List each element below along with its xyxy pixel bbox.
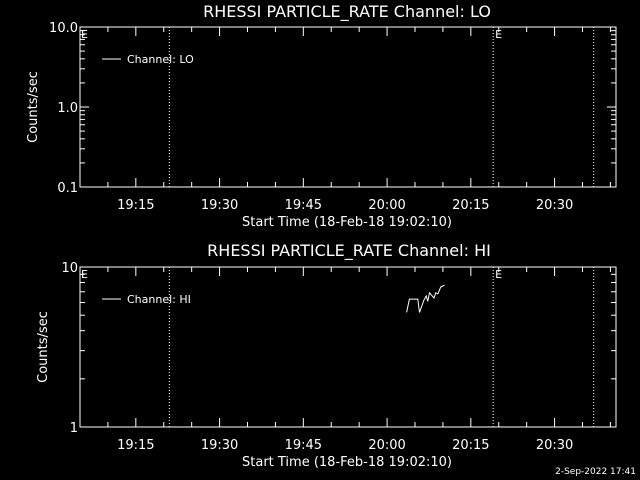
legend-label: Channel: HI bbox=[127, 293, 191, 306]
x-tick-label: 20:15 bbox=[452, 438, 489, 453]
x-tick-label: 20:15 bbox=[452, 198, 489, 213]
x-tick-label: 20:00 bbox=[368, 438, 405, 453]
y-tick-label: 0.1 bbox=[57, 181, 78, 196]
event-marker-label: E bbox=[81, 28, 88, 41]
timestamp: 2-Sep-2022 17:41 bbox=[555, 467, 636, 477]
event-marker-label: E bbox=[81, 268, 88, 281]
event-marker-label: E bbox=[495, 28, 502, 41]
plot-frame bbox=[79, 266, 617, 428]
x-axis-label: Start Time (18-Feb-18 19:02:10) bbox=[242, 455, 452, 470]
y-tick-label: 1.0 bbox=[57, 101, 78, 116]
chart-title: RHESSI PARTICLE_RATE Channel: HI bbox=[207, 241, 491, 261]
y-axis-label: Counts/sec bbox=[26, 71, 41, 143]
x-axis-label: Start Time (18-Feb-18 19:02:10) bbox=[242, 215, 452, 230]
x-tick-label: 20:30 bbox=[536, 438, 573, 453]
chart-panel-hi: RHESSI PARTICLE_RATE Channel: HI Start T… bbox=[36, 241, 617, 470]
x-tick-label: 19:45 bbox=[285, 438, 322, 453]
chart-title: RHESSI PARTICLE_RATE Channel: LO bbox=[203, 2, 491, 22]
x-tick-label: 19:45 bbox=[285, 198, 322, 213]
y-axis-label: Counts/sec bbox=[36, 311, 51, 383]
legend-label: Channel: LO bbox=[127, 53, 194, 66]
x-tick-label: 20:30 bbox=[536, 198, 573, 213]
y-tick-label: 10.0 bbox=[49, 21, 78, 36]
x-tick-label: 19:30 bbox=[201, 438, 238, 453]
x-tick-label: 19:15 bbox=[117, 438, 154, 453]
event-marker-label: E bbox=[495, 268, 502, 281]
x-tick-label: 19:30 bbox=[201, 198, 238, 213]
chart-panel-lo: RHESSI PARTICLE_RATE Channel: LO Start T… bbox=[26, 2, 617, 230]
data-series-line bbox=[406, 284, 445, 313]
x-tick-label: 20:00 bbox=[368, 198, 405, 213]
y-tick-label: 10 bbox=[61, 261, 78, 276]
y-tick-label: 1 bbox=[70, 421, 78, 436]
x-tick-label: 19:15 bbox=[117, 198, 154, 213]
